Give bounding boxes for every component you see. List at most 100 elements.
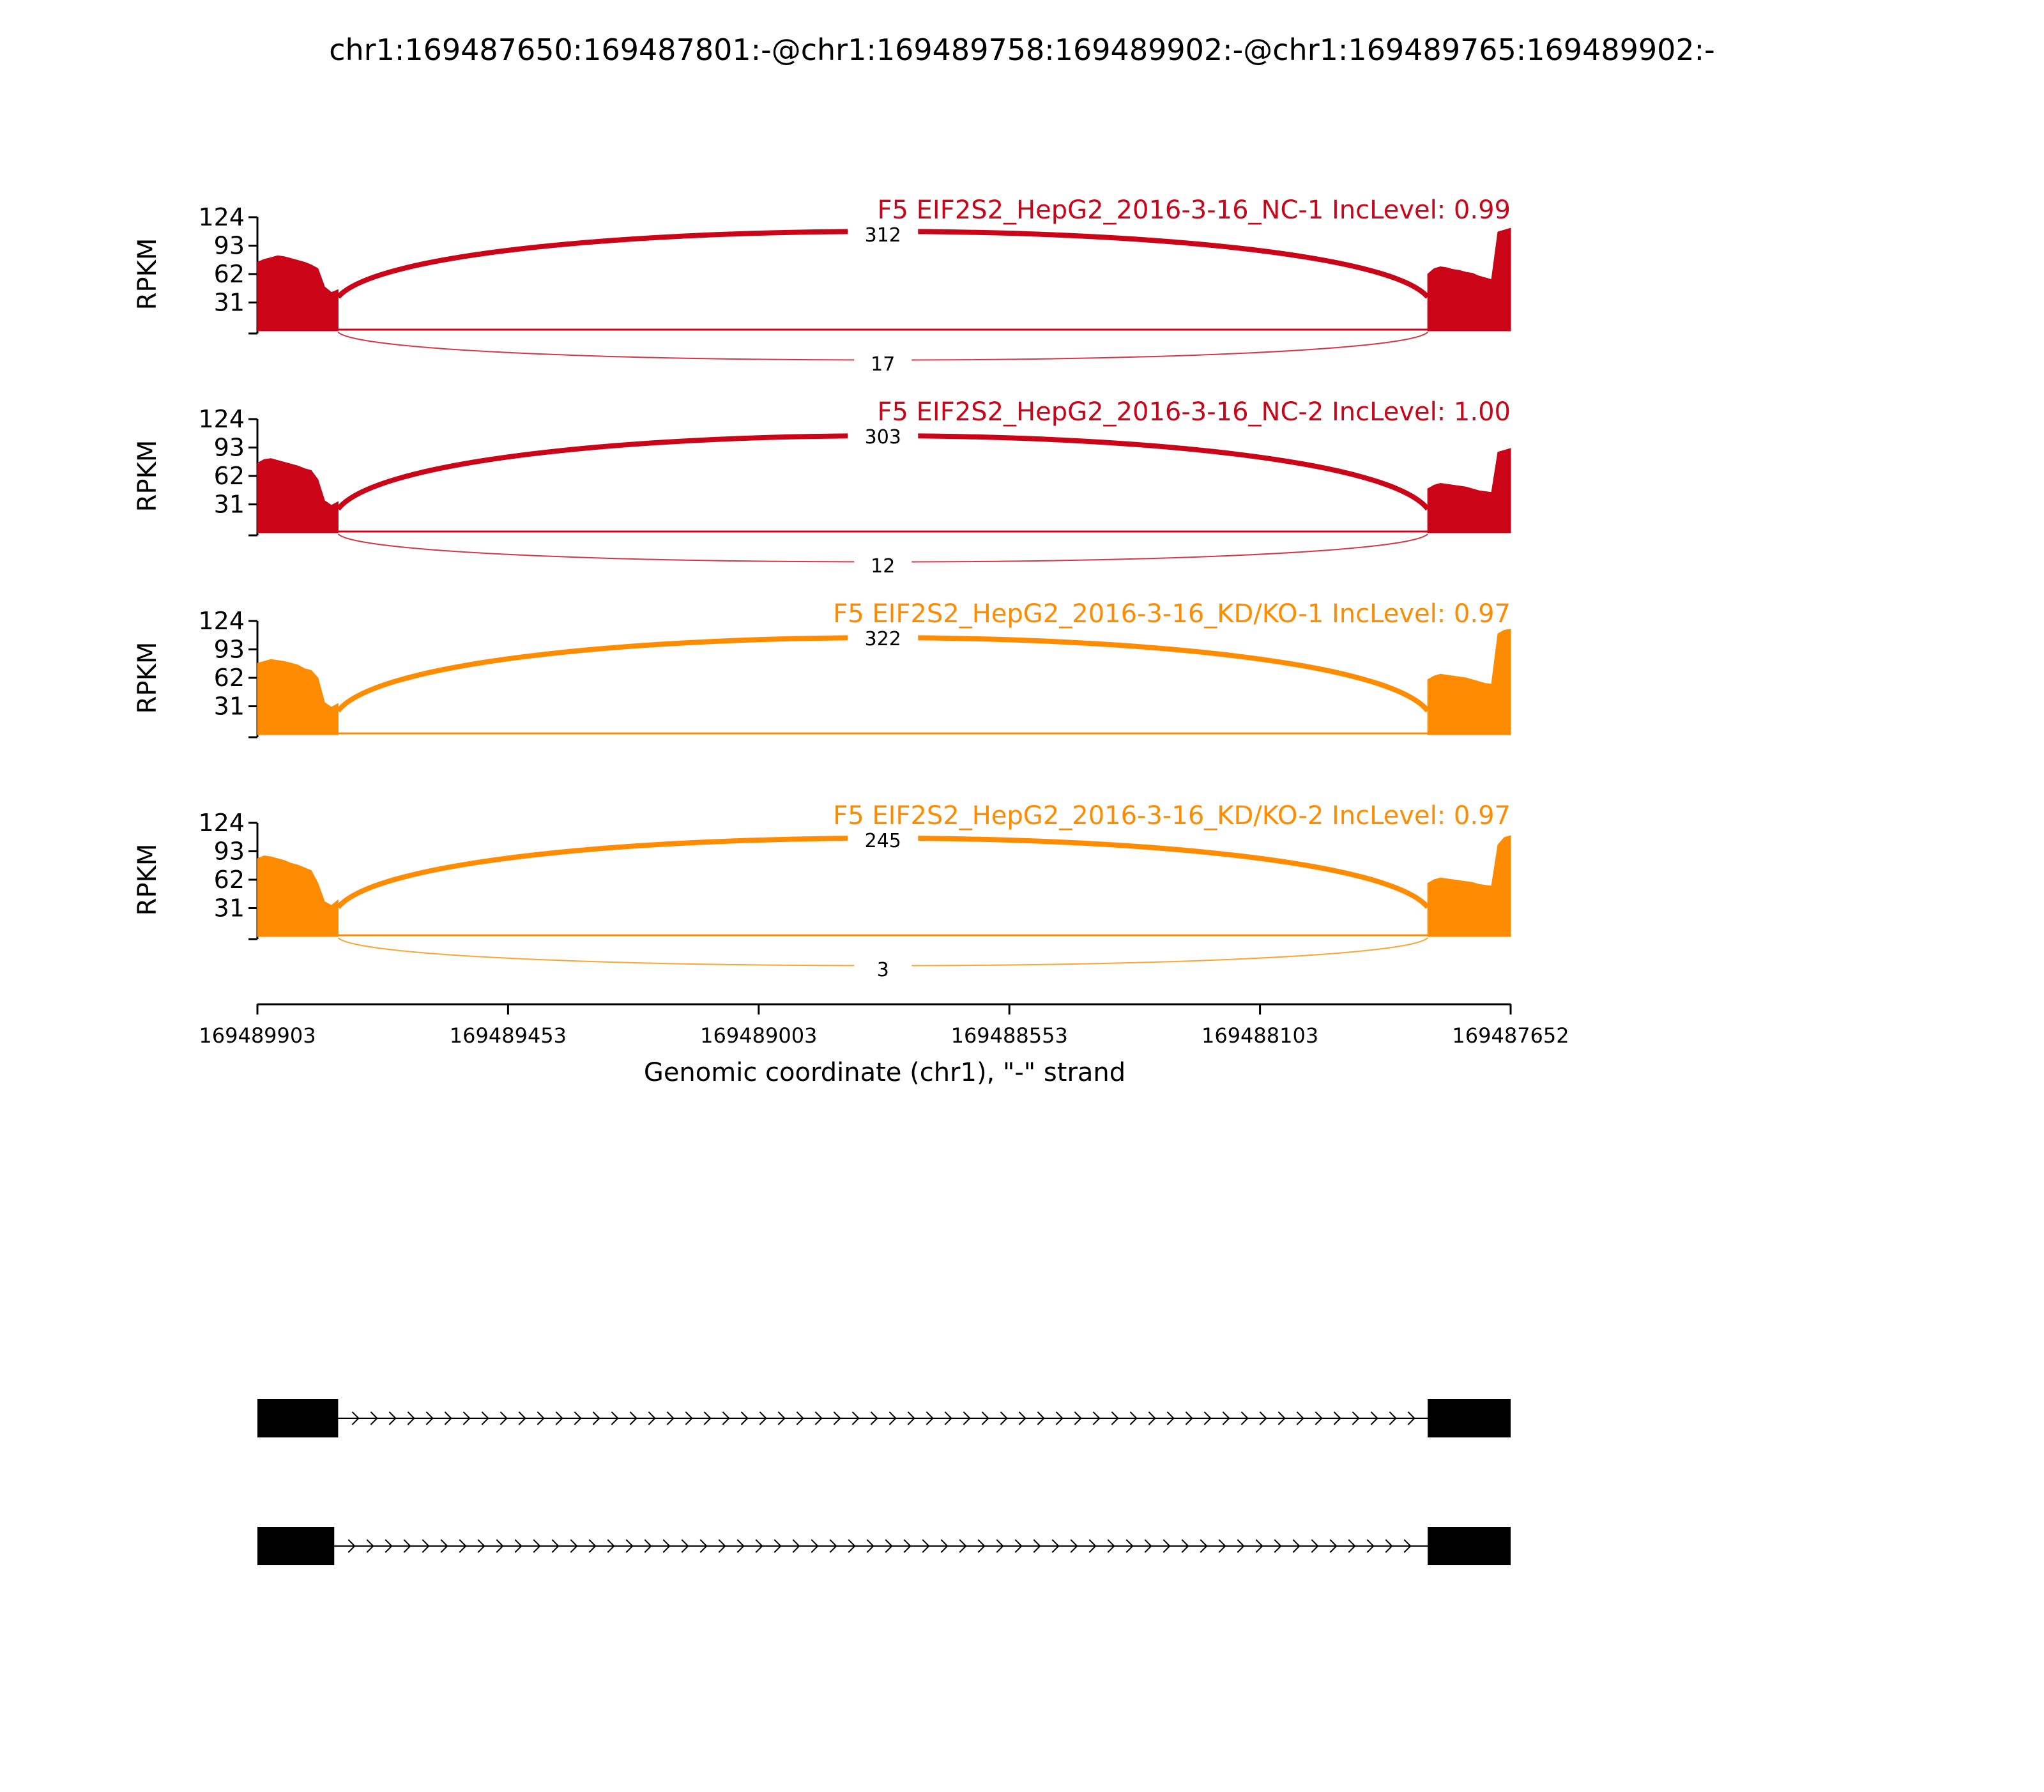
strand-arrow bbox=[681, 1539, 689, 1553]
strand-arrow bbox=[1055, 1411, 1064, 1425]
panel-title: F5 EIF2S2_HepG2_2016-3-16_KD/KO-1 IncLev… bbox=[833, 599, 1511, 629]
transcript-2 bbox=[257, 1527, 1511, 1565]
strand-arrow bbox=[922, 1539, 930, 1553]
panel-title: F5 EIF2S2_HepG2_2016-3-16_NC-2 IncLevel:… bbox=[877, 397, 1511, 427]
coverage-exon2 bbox=[1427, 835, 1511, 937]
strand-arrow bbox=[981, 1411, 989, 1425]
strand-arrow bbox=[666, 1411, 675, 1425]
strand-arrow bbox=[1292, 1539, 1300, 1553]
strand-arrow bbox=[1366, 1539, 1375, 1553]
strand-arrow bbox=[1074, 1411, 1082, 1425]
transcripts-group bbox=[257, 1399, 1511, 1565]
strand-arrow bbox=[462, 1411, 471, 1425]
strand-arrow bbox=[736, 1539, 745, 1553]
x-axis: 169489903 169489453 169489003 169488553 1694… bbox=[199, 1003, 1569, 1048]
strand-arrow bbox=[759, 1411, 767, 1425]
x-tick-label: 169489003 bbox=[700, 1023, 817, 1048]
strand-arrow bbox=[444, 1411, 452, 1425]
strand-arrow bbox=[662, 1539, 671, 1553]
exon-block bbox=[257, 1399, 339, 1437]
strand-arrow bbox=[699, 1539, 708, 1553]
strand-arrow bbox=[1274, 1539, 1282, 1553]
strand-arrow bbox=[1370, 1411, 1378, 1425]
y-tick-label: 93 bbox=[214, 636, 245, 664]
y-tick-label: 124 bbox=[198, 607, 245, 635]
strand-arrow bbox=[1051, 1539, 1060, 1553]
strand-arrow bbox=[629, 1411, 637, 1425]
strand-arrow bbox=[1088, 1539, 1097, 1553]
strand-arrow bbox=[1125, 1539, 1134, 1553]
strand-arrow bbox=[459, 1539, 467, 1553]
junction-count: 322 bbox=[865, 628, 901, 650]
strand-arrow bbox=[829, 1539, 837, 1553]
y-tick-label: 31 bbox=[214, 894, 245, 923]
strand-arrow bbox=[777, 1411, 786, 1425]
strand-arrow bbox=[774, 1539, 782, 1553]
strand-arrow bbox=[866, 1539, 874, 1553]
x-tick-label: 169487652 bbox=[1452, 1023, 1569, 1048]
y-tick-label: 124 bbox=[198, 203, 245, 231]
coverage-exon1 bbox=[257, 659, 339, 735]
strand-arrow bbox=[481, 1411, 489, 1425]
strand-arrow bbox=[1311, 1539, 1319, 1553]
strand-arrow bbox=[996, 1539, 1004, 1553]
strand-arrow bbox=[496, 1539, 504, 1553]
strand-arrow bbox=[347, 1539, 356, 1553]
strand-arrow bbox=[1163, 1539, 1171, 1553]
strand-arrow bbox=[1129, 1411, 1138, 1425]
strand-arrow bbox=[425, 1411, 434, 1425]
strand-arrow bbox=[574, 1411, 582, 1425]
strand-arrow bbox=[1296, 1411, 1304, 1425]
y-tick-label: 62 bbox=[214, 260, 245, 288]
y-tick-label: 124 bbox=[198, 405, 245, 433]
junction-label-bg bbox=[848, 423, 919, 448]
strand-arrow bbox=[477, 1539, 485, 1553]
strand-arrow bbox=[366, 1539, 374, 1553]
strand-arrow bbox=[518, 1411, 526, 1425]
junction-count: 3 bbox=[877, 959, 889, 981]
strand-arrow bbox=[926, 1411, 934, 1425]
panel-title: F5 EIF2S2_HepG2_2016-3-16_KD/KO-2 IncLev… bbox=[833, 801, 1511, 831]
strand-arrow bbox=[889, 1411, 897, 1425]
strand-arrow bbox=[388, 1411, 397, 1425]
strand-arrow bbox=[940, 1539, 949, 1553]
transcript-1 bbox=[257, 1399, 1511, 1437]
strand-arrow bbox=[755, 1539, 763, 1553]
strand-arrow bbox=[644, 1539, 652, 1553]
strand-arrow bbox=[718, 1539, 726, 1553]
junction-count: 17 bbox=[871, 353, 895, 376]
junction-count: 303 bbox=[865, 426, 901, 448]
strand-arrow bbox=[1333, 1411, 1341, 1425]
coverage-exon2 bbox=[1427, 227, 1511, 332]
strand-arrow bbox=[703, 1411, 712, 1425]
strand-arrow bbox=[1240, 1411, 1249, 1425]
x-axis-label: Genomic coordinate (chr1), "-" strand bbox=[644, 1058, 1125, 1087]
junction-label-bg bbox=[854, 553, 912, 576]
strand-arrow bbox=[811, 1539, 819, 1553]
strand-arrow bbox=[551, 1539, 560, 1553]
strand-arrow bbox=[1255, 1539, 1263, 1553]
strand-arrow bbox=[1200, 1539, 1208, 1553]
panel-title: F5 EIF2S2_HepG2_2016-3-16_NC-1 IncLevel:… bbox=[877, 195, 1511, 225]
strand-arrow bbox=[1218, 1539, 1226, 1553]
strand-arrow bbox=[385, 1539, 393, 1553]
strand-arrow bbox=[1278, 1411, 1286, 1425]
strand-arrow bbox=[848, 1539, 856, 1553]
strand-arrow bbox=[1259, 1411, 1267, 1425]
x-tick-label: 169489453 bbox=[450, 1023, 567, 1048]
junction-count: 245 bbox=[865, 830, 901, 852]
y-tick-label: 31 bbox=[214, 693, 245, 721]
strand-arrow bbox=[1407, 1411, 1415, 1425]
junction-label-bg bbox=[848, 827, 919, 852]
strand-arrow bbox=[407, 1411, 415, 1425]
strand-arrow bbox=[1315, 1411, 1323, 1425]
strand-arrow bbox=[1148, 1411, 1156, 1425]
strand-arrow bbox=[514, 1539, 522, 1553]
strand-arrow bbox=[796, 1411, 804, 1425]
strand-arrow bbox=[1237, 1539, 1245, 1553]
